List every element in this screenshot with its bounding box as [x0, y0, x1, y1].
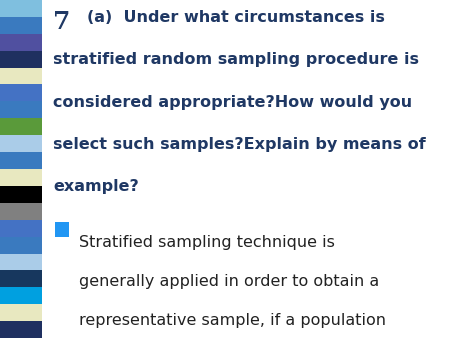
Bar: [0, 237, 42, 254]
Bar: [0, 169, 42, 186]
Text: select such samples?Explain by means of: select such samples?Explain by means of: [53, 137, 426, 152]
Bar: [0, 51, 42, 68]
Text: Stratified sampling technique is: Stratified sampling technique is: [79, 235, 335, 250]
Bar: [0, 203, 42, 220]
Bar: [0, 84, 42, 101]
Bar: [0, 68, 42, 84]
Text: (a)  Under what circumstances is: (a) Under what circumstances is: [87, 10, 385, 25]
Bar: [0, 152, 42, 169]
Bar: [0, 220, 42, 237]
Bar: [0, 101, 42, 118]
Bar: [0, 135, 42, 152]
Bar: [0, 186, 42, 203]
Bar: [0, 17, 42, 34]
Bar: [0, 270, 42, 287]
Bar: [0, 287, 42, 304]
Text: 7: 7: [53, 10, 71, 34]
Text: considered appropriate?How would you: considered appropriate?How would you: [53, 95, 412, 110]
Bar: [0, 321, 42, 338]
Text: generally applied in order to obtain a: generally applied in order to obtain a: [79, 274, 379, 289]
Bar: [0, 254, 42, 270]
Text: example?: example?: [53, 179, 139, 194]
Text: representative sample, if a population: representative sample, if a population: [79, 313, 386, 328]
Bar: [0, 118, 42, 135]
Bar: [0, 0, 42, 17]
Text: stratified random sampling procedure is: stratified random sampling procedure is: [53, 52, 419, 67]
Bar: [0, 304, 42, 321]
Bar: [55, 222, 69, 237]
Bar: [0, 34, 42, 51]
